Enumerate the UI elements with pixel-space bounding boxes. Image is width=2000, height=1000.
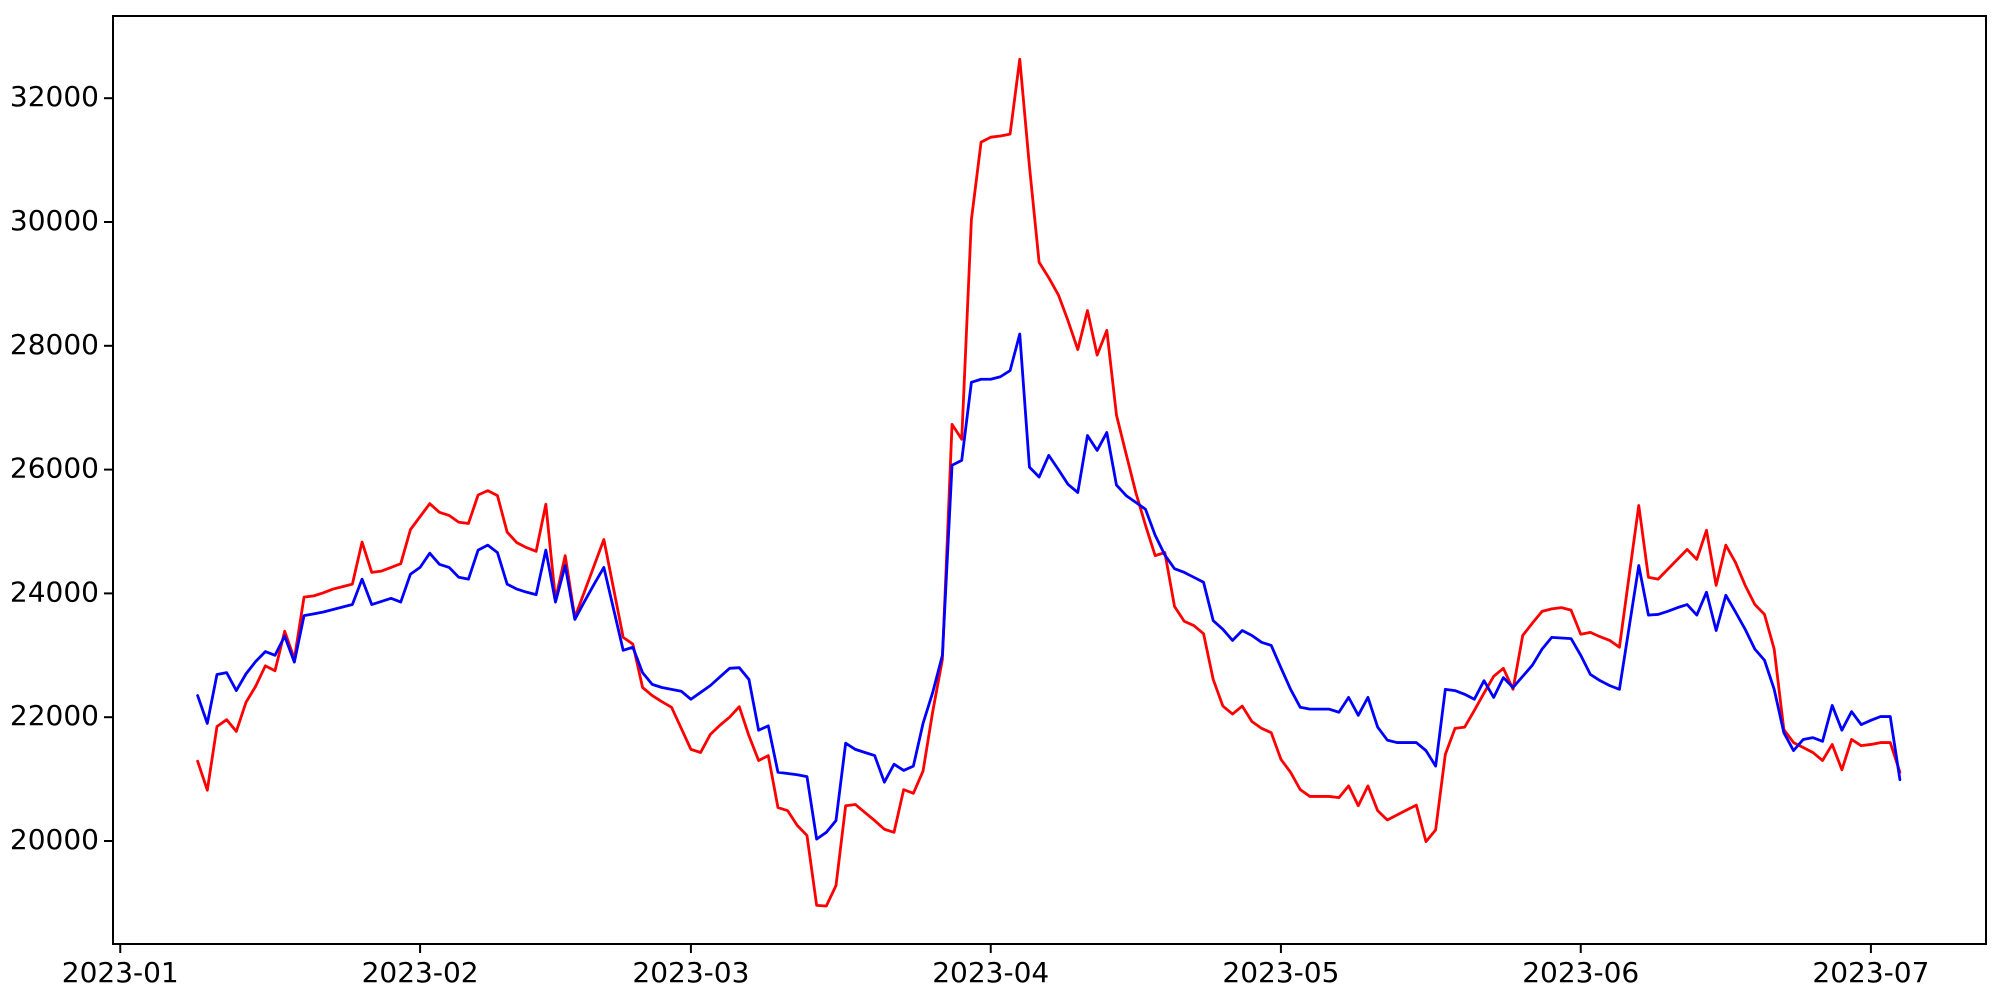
x-axis-tick-label: 2023-01 [62, 956, 179, 989]
x-axis-tick-label: 2023-05 [1222, 956, 1339, 989]
y-axis-tick-label: 32000 [10, 80, 99, 113]
x-axis-tick-label: 2023-02 [362, 956, 479, 989]
x-axis-tick-label: 2023-03 [632, 956, 749, 989]
blue-series-line [196, 332, 1902, 841]
x-axis-tick-label: 2023-06 [1522, 956, 1639, 989]
y-axis-tick-label: 20000 [10, 823, 99, 856]
y-axis-tick-label: 28000 [10, 328, 99, 361]
y-axis-tick-label: 24000 [10, 575, 99, 608]
red-series-line [196, 57, 1902, 908]
plot-border [112, 15, 1987, 945]
y-axis-tick-label: 26000 [10, 452, 99, 485]
x-axis-tick-label: 2023-07 [1812, 956, 1929, 989]
x-axis-tick-label: 2023-04 [932, 956, 1049, 989]
y-axis-tick-label: 30000 [10, 204, 99, 237]
y-axis-tick-label: 22000 [10, 699, 99, 732]
